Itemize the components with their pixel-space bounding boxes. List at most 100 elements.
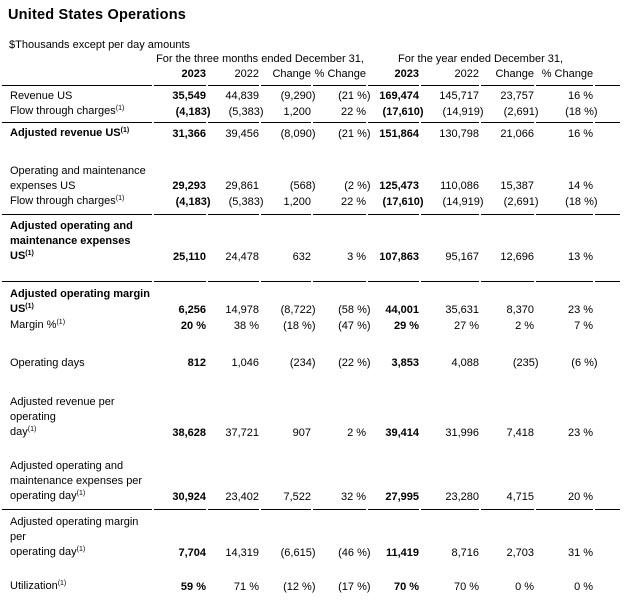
value: (235) bbox=[512, 357, 539, 369]
value-cell: 4,088 bbox=[421, 356, 480, 371]
column-header: Change bbox=[481, 67, 535, 86]
spacer-row bbox=[2, 142, 620, 164]
table-row: Adjusted operating and maintenance expens… bbox=[2, 214, 621, 265]
spacer-cell bbox=[595, 52, 620, 67]
row-label: Revenue US bbox=[10, 90, 73, 102]
table-row: Adjusted revenue US(1) 31,366 39,456 (8,090… bbox=[2, 122, 621, 142]
spacer-cell bbox=[2, 265, 620, 281]
value-cell: 1,046 bbox=[208, 356, 259, 371]
value: 8,370 bbox=[506, 304, 535, 316]
row-label: Adjusted operating margin per operating d… bbox=[2, 509, 152, 561]
column-header-row: 2023 2022 Change% Change 2023 2022 Change% Ch… bbox=[2, 67, 621, 86]
spacer-cell bbox=[595, 164, 620, 194]
row-label: Flow through charges(1) bbox=[10, 105, 125, 117]
value: 6,256 bbox=[178, 304, 206, 316]
value-cell: 44,839 bbox=[208, 86, 259, 104]
value-cell: 24,478 bbox=[208, 214, 259, 265]
value: (18 %) bbox=[283, 320, 316, 332]
value: 107,863 bbox=[379, 251, 420, 263]
value: 11,419 bbox=[385, 547, 420, 559]
value-cell: 30,924 bbox=[154, 459, 206, 509]
table-row: Utilization(1) 59 % 71 % (12 %) (17 %) 70 % 70… bbox=[2, 579, 620, 595]
value-cell: 0 % bbox=[481, 579, 534, 595]
value: (2,691) bbox=[503, 196, 539, 208]
value: 29,293 bbox=[172, 180, 206, 192]
row-label: Utilization(1) bbox=[10, 580, 67, 592]
value: 39,414 bbox=[385, 427, 420, 439]
value-cell: 27,995 bbox=[368, 459, 419, 509]
value-cell: (8,090) bbox=[261, 122, 316, 142]
value: 21,066 bbox=[500, 128, 535, 140]
value: (47 %) bbox=[338, 320, 371, 332]
value-cell: (46 %) bbox=[313, 509, 371, 561]
spacer-row bbox=[2, 561, 620, 579]
value: 14,319 bbox=[225, 547, 259, 559]
column-header: % Change bbox=[536, 67, 594, 86]
value: 70 % bbox=[453, 581, 480, 593]
value: 37,721 bbox=[225, 427, 259, 439]
value-cell: (17,610) bbox=[368, 194, 424, 214]
value-cell: 23,280 bbox=[421, 459, 479, 509]
footnote-ref: (1) bbox=[25, 250, 34, 257]
value: 23,757 bbox=[500, 90, 535, 102]
value: (6,615) bbox=[280, 547, 316, 559]
spacer-row bbox=[2, 334, 620, 356]
value-cell: 7,522 bbox=[261, 459, 311, 509]
value: (5,383) bbox=[228, 106, 264, 118]
value: 151,864 bbox=[379, 128, 420, 140]
value-cell: 11,419 bbox=[368, 509, 420, 561]
footnote-ref: (1) bbox=[27, 426, 37, 433]
value: 169,474 bbox=[379, 90, 420, 102]
table-row: Adjusted operating margin US(1) 6,256 14,97… bbox=[2, 281, 621, 318]
value-cell: 13 % bbox=[536, 214, 594, 265]
value-cell: (17,610) bbox=[368, 104, 424, 122]
value: 20 % bbox=[567, 491, 594, 503]
value-cell: 12,696 bbox=[481, 214, 535, 265]
value-cell: 3,853 bbox=[368, 356, 420, 371]
value: 130,798 bbox=[439, 128, 480, 140]
value-cell: 25,110 bbox=[154, 214, 206, 265]
value: (22 %) bbox=[338, 357, 371, 369]
value-cell: 38 % bbox=[208, 318, 259, 334]
spacer-cell bbox=[2, 371, 620, 395]
value-cell: 907 bbox=[261, 395, 311, 441]
value-cell: 20 % bbox=[154, 318, 206, 334]
column-header: 2022 bbox=[208, 67, 259, 86]
value-cell: 7,704 bbox=[154, 509, 206, 561]
column-header-empty bbox=[2, 67, 152, 86]
footnote-ref: (1) bbox=[120, 127, 130, 134]
value-cell: 16 % bbox=[536, 122, 594, 142]
value-cell: 8,370 bbox=[481, 281, 535, 318]
value: 7,418 bbox=[506, 427, 535, 439]
spacer-cell bbox=[2, 561, 620, 579]
value-cell: 2 % bbox=[313, 395, 366, 441]
value-cell: (4,183) bbox=[154, 194, 211, 214]
value: 145,717 bbox=[439, 90, 480, 102]
value-cell: 14,978 bbox=[208, 281, 259, 318]
value-cell: 812 bbox=[154, 356, 206, 371]
value-cell: 130,798 bbox=[421, 122, 480, 142]
value-cell: 22 % bbox=[313, 104, 366, 122]
footnote-ref: (1) bbox=[76, 546, 86, 553]
value-cell: 16 % bbox=[536, 86, 593, 104]
value: 4,715 bbox=[506, 491, 535, 503]
value: 25,110 bbox=[172, 251, 206, 263]
spacer-cell bbox=[2, 334, 620, 356]
value: 35,631 bbox=[445, 304, 480, 316]
value-cell: 0 % bbox=[536, 579, 593, 595]
value: (46 %) bbox=[338, 547, 371, 559]
value: 632 bbox=[292, 251, 311, 263]
value-cell: 39,456 bbox=[208, 122, 259, 142]
column-header: 2023 bbox=[368, 67, 420, 86]
value: (17,610) bbox=[382, 196, 424, 208]
value-cell: 23 % bbox=[536, 281, 594, 318]
value: 23 % bbox=[567, 304, 594, 316]
value-cell: (4,183) bbox=[154, 104, 211, 122]
value: (12 %) bbox=[283, 581, 316, 593]
value: 95,167 bbox=[445, 251, 480, 263]
spacer-cell bbox=[595, 395, 620, 441]
value: 29,861 bbox=[225, 180, 259, 192]
value-cell: 31,366 bbox=[154, 122, 206, 142]
spacer-cell bbox=[595, 579, 620, 595]
